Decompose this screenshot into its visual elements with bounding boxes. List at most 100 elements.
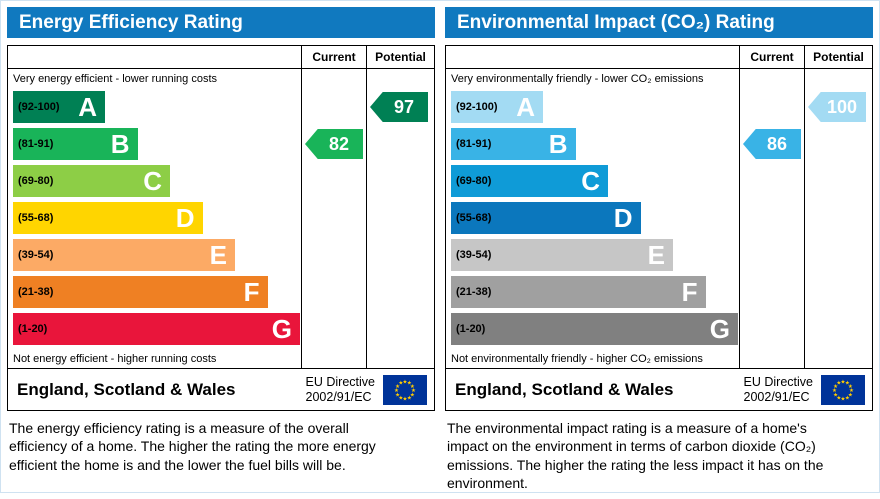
current-column-header: Current xyxy=(301,46,366,68)
band-row-d: (55-68) D xyxy=(13,202,301,239)
bands-area: Very energy efficient - lower running co… xyxy=(8,69,301,368)
band-range-label: (92-100) xyxy=(456,101,498,113)
svg-text:★: ★ xyxy=(398,395,403,401)
eu-directive-line2: 2002/91/EC xyxy=(743,389,810,404)
band-letter: B xyxy=(548,129,568,159)
band-range-label: (55-68) xyxy=(456,212,492,224)
current-column: 82 xyxy=(301,69,366,368)
band-range-label: (55-68) xyxy=(18,212,54,224)
svg-text:★: ★ xyxy=(836,395,841,401)
potential-column-header: Potential xyxy=(366,46,434,68)
column-header-row: Current Potential xyxy=(8,46,434,69)
eu-directive-line1: EU Directive xyxy=(305,374,375,389)
band-letter: D xyxy=(175,203,195,233)
svg-text:★: ★ xyxy=(403,396,408,402)
svg-text:★: ★ xyxy=(395,383,400,389)
column-header-spacer xyxy=(446,46,739,68)
svg-text:★: ★ xyxy=(410,392,415,398)
band-row-f: (21-38) F xyxy=(451,276,739,313)
band-letter: D xyxy=(613,203,633,233)
chart-footer: England, Scotland & Wales EU Directive 2… xyxy=(8,368,434,410)
band-row-c: (69-80) C xyxy=(13,165,301,202)
band-letter: G xyxy=(271,314,292,344)
svg-text:★: ★ xyxy=(845,395,850,401)
bands: (92-100) A (81-91) B (69-80) C (55-68) D (39-54)… xyxy=(13,91,301,350)
eu-flag-icon: ★ ★★ ★★★ ★★★ ★★★ xyxy=(821,374,865,405)
svg-text:★: ★ xyxy=(832,388,837,394)
column-header-spacer xyxy=(8,46,301,68)
potential-column: 100 xyxy=(804,69,872,368)
band-letter: C xyxy=(581,166,600,196)
svg-text:★: ★ xyxy=(833,383,838,389)
svg-text:★: ★ xyxy=(407,380,412,386)
band-range-label: (1-20) xyxy=(456,323,486,335)
band-range-label: (21-38) xyxy=(18,286,54,298)
svg-text:★: ★ xyxy=(398,380,403,386)
chart-body: Very energy efficient - lower running co… xyxy=(8,69,434,368)
eu-directive-line1: EU Directive xyxy=(743,374,813,389)
band-letter: B xyxy=(110,129,130,159)
chart-footer: England, Scotland & Wales EU Directive 2… xyxy=(446,368,872,410)
potential-rating-arrow: 100 xyxy=(808,92,866,122)
bands-area: Very environmentally friendly - lower CO… xyxy=(446,69,739,368)
svg-text:★: ★ xyxy=(395,392,400,398)
svg-text:★: ★ xyxy=(411,388,416,394)
band-range-label: (69-80) xyxy=(18,175,54,187)
band-row-c: (69-80) C xyxy=(451,165,739,202)
svg-text:★: ★ xyxy=(845,380,850,386)
svg-text:★: ★ xyxy=(848,383,853,389)
eu-directive-label: EU Directive 2002/91/EC xyxy=(744,375,813,405)
top-caption: Very energy efficient - lower running co… xyxy=(13,73,218,85)
environmental-rating-chart: Current Potential Very environmentally f… xyxy=(445,45,873,411)
band-row-g: (1-20) G xyxy=(451,313,739,350)
band-letter: G xyxy=(709,314,730,344)
band-letter: A xyxy=(516,92,535,122)
band-range-label: (39-54) xyxy=(456,249,492,261)
band-letter: C xyxy=(143,166,162,196)
current-rating-arrow: 86 xyxy=(743,129,801,159)
svg-text:★: ★ xyxy=(841,379,846,385)
band-range-label: (69-80) xyxy=(456,175,492,187)
environmental-rating-description: The environmental impact rating is a mea… xyxy=(447,420,824,492)
band-range-label: (92-100) xyxy=(18,101,60,113)
potential-column-header: Potential xyxy=(804,46,872,68)
band-row-a: (92-100) A xyxy=(451,91,739,128)
band-letter: F xyxy=(681,277,698,307)
band-row-d: (55-68) D xyxy=(451,202,739,239)
svg-text:★: ★ xyxy=(849,388,854,394)
column-header-row: Current Potential xyxy=(446,46,872,69)
energy-rating-chart: Current Potential Very energy efficient … xyxy=(7,45,435,411)
bottom-caption: Not environmentally friendly - higher CO… xyxy=(451,353,703,365)
energy-efficiency-panel: Energy Efficiency Rating Current Potenti… xyxy=(7,7,435,493)
current-column-header: Current xyxy=(739,46,804,68)
svg-text:★: ★ xyxy=(836,380,841,386)
svg-text:★: ★ xyxy=(403,379,408,385)
band-letter: A xyxy=(78,92,97,122)
region-label: England, Scotland & Wales xyxy=(17,379,236,399)
top-caption: Very environmentally friendly - lower CO… xyxy=(451,73,704,85)
band-letter: E xyxy=(209,240,227,270)
potential-column: 97 xyxy=(366,69,434,368)
eu-flag-icon: ★ ★★ ★★★ ★★★ ★★★ xyxy=(383,374,427,405)
svg-text:★: ★ xyxy=(841,396,846,402)
region-label: England, Scotland & Wales xyxy=(455,379,674,399)
current-rating-arrow: 82 xyxy=(305,129,363,159)
bottom-caption: Not energy efficient - higher running co… xyxy=(13,353,217,365)
chart-body: Very environmentally friendly - lower CO… xyxy=(446,69,872,368)
svg-text:★: ★ xyxy=(407,395,412,401)
energy-panel-title: Energy Efficiency Rating xyxy=(7,7,435,38)
band-range-label: (1-20) xyxy=(18,323,48,335)
band-row-b: (81-91) B xyxy=(13,128,301,165)
current-column: 86 xyxy=(739,69,804,368)
band-row-e: (39-54) E xyxy=(13,239,301,276)
band-range-label: (21-38) xyxy=(456,286,492,298)
environmental-panel-title: Environmental Impact (CO₂) Rating xyxy=(445,7,873,38)
eu-directive-line2: 2002/91/EC xyxy=(305,389,372,404)
svg-text:★: ★ xyxy=(394,388,399,394)
band-range-label: (39-54) xyxy=(18,249,54,261)
svg-text:★: ★ xyxy=(848,392,853,398)
band-row-e: (39-54) E xyxy=(451,239,739,276)
band-range-label: (81-91) xyxy=(18,138,54,150)
band-row-f: (21-38) F xyxy=(13,276,301,313)
